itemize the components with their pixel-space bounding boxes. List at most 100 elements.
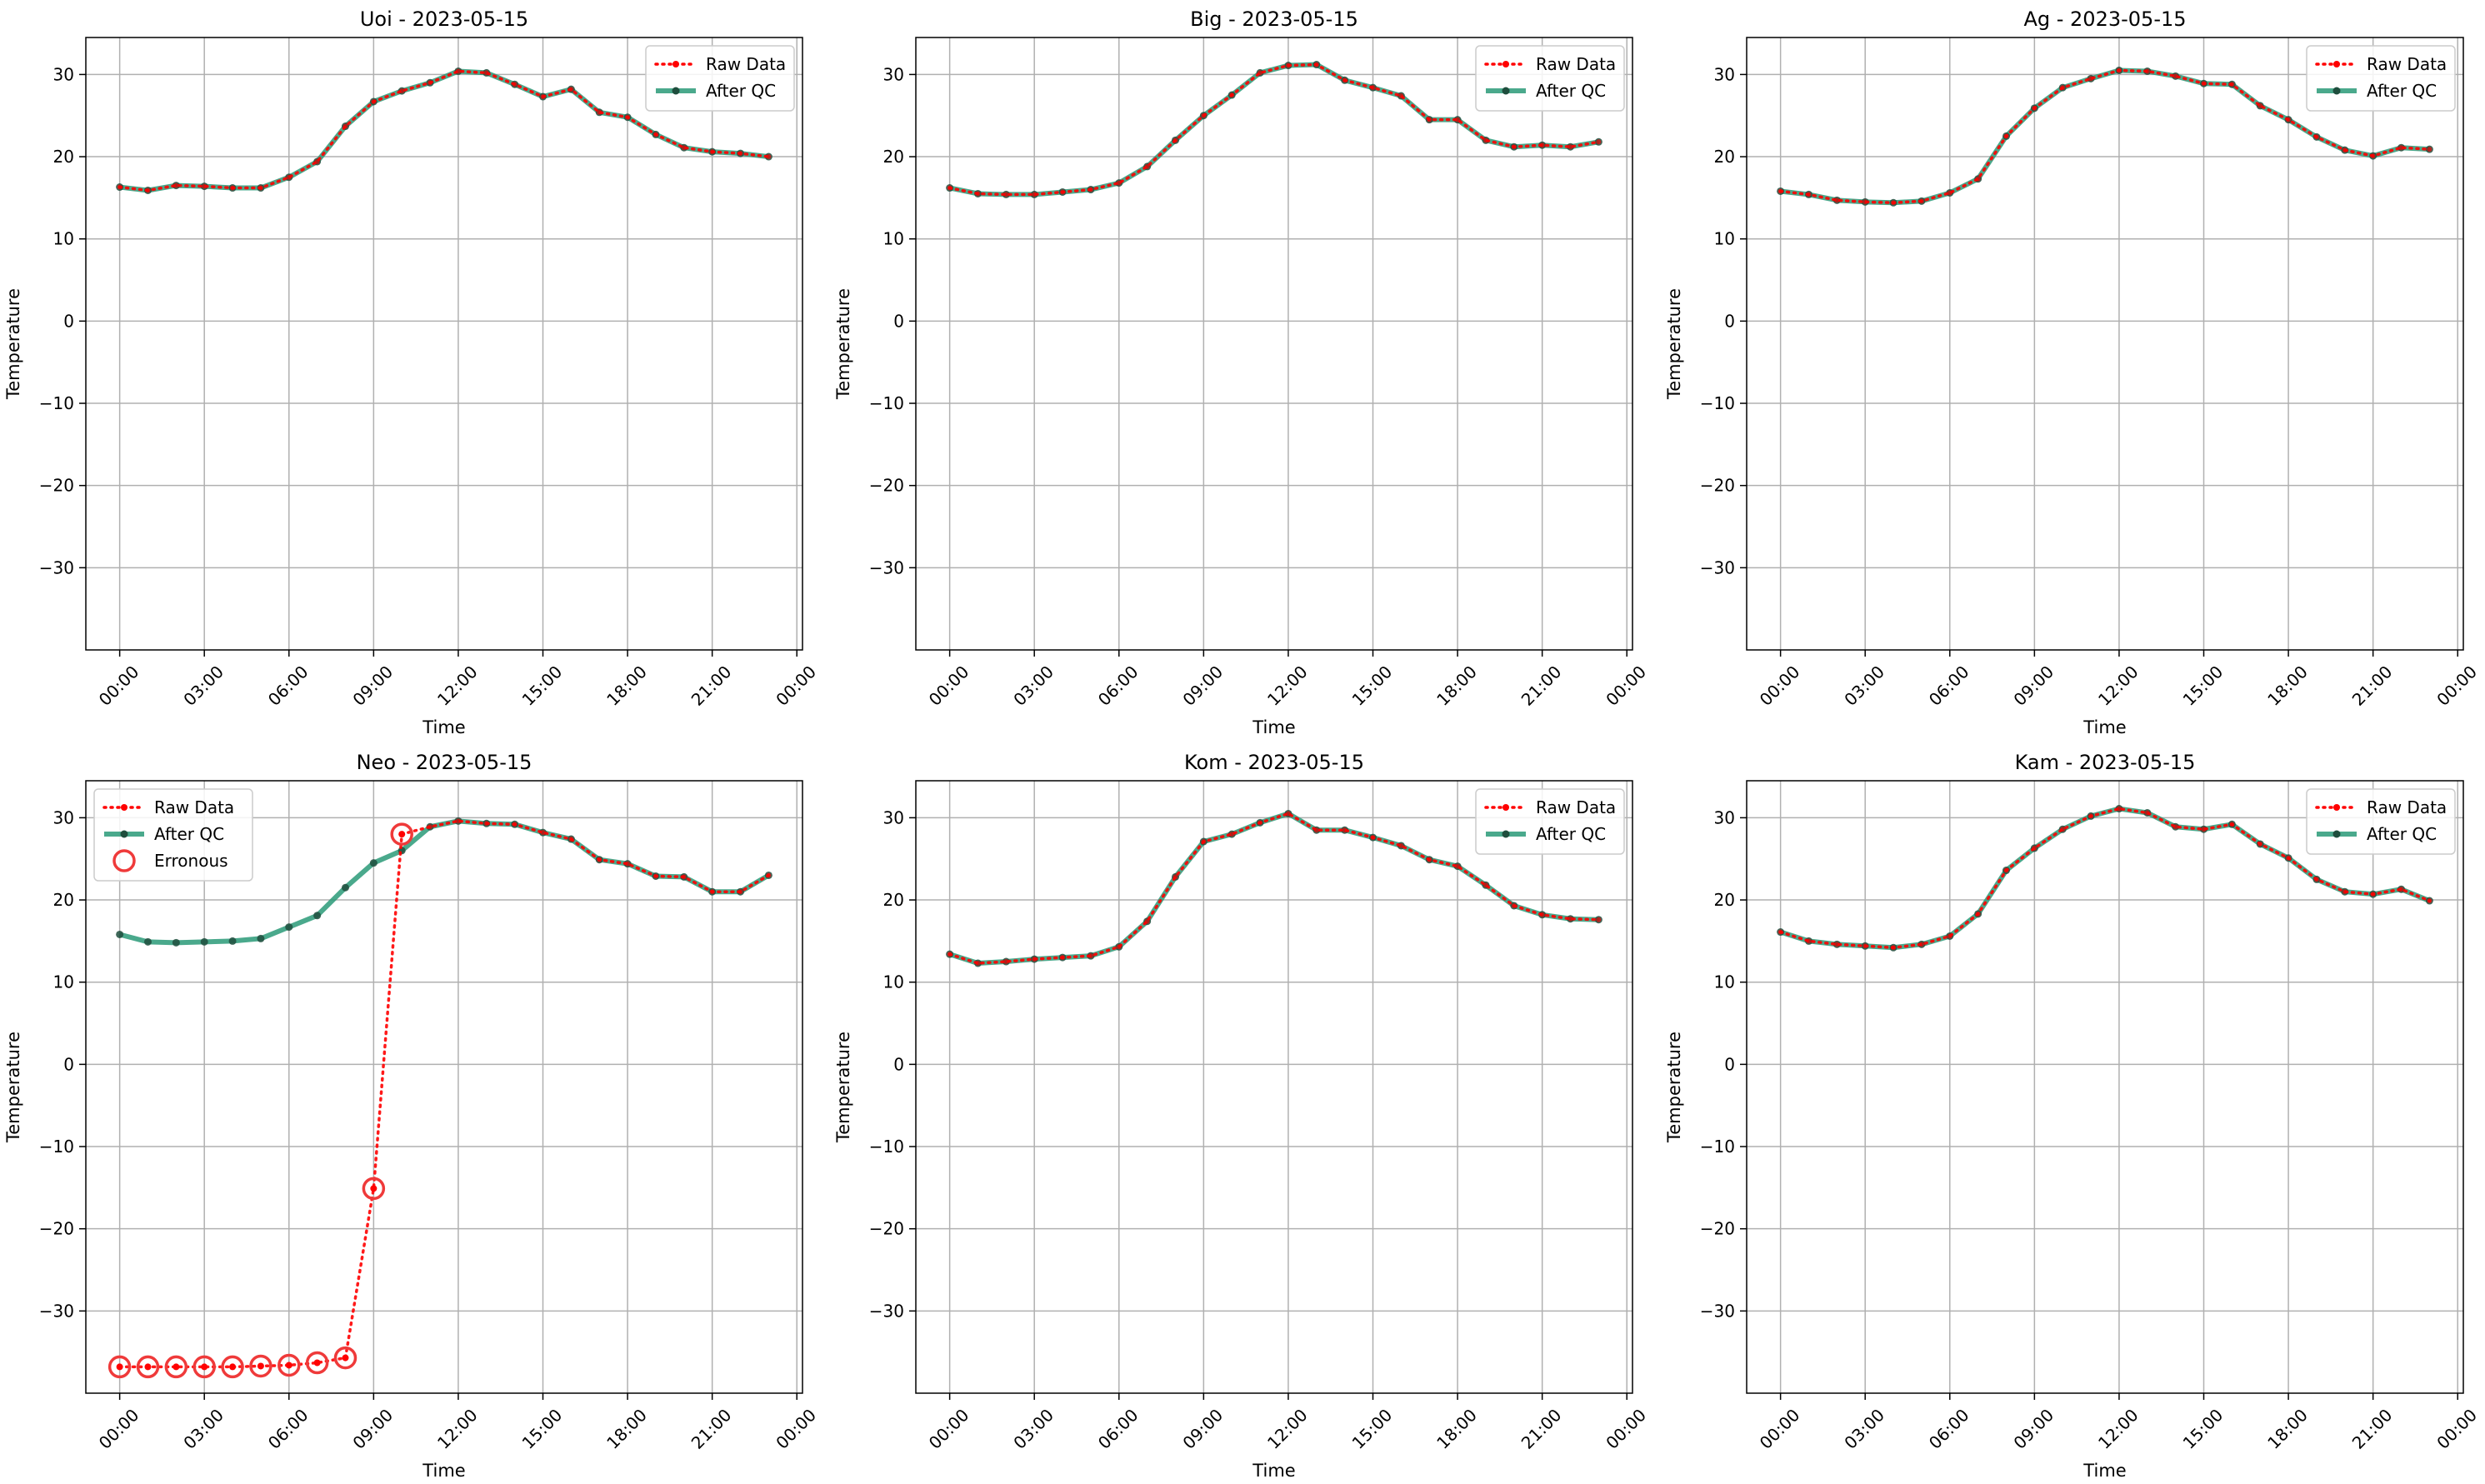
legend-box bbox=[645, 45, 795, 112]
erroneous-point-dot bbox=[285, 1362, 292, 1369]
chart-title: Ag - 2023-05-15 bbox=[2023, 7, 2186, 31]
erroneous-point-dot bbox=[201, 1363, 208, 1371]
raw-data-point bbox=[2003, 867, 2009, 873]
legend-marker-raw-data bbox=[2333, 61, 2340, 67]
raw-data-point bbox=[1806, 192, 1812, 197]
raw-data-point bbox=[947, 185, 952, 191]
y-axis-label: Temperature bbox=[3, 288, 23, 400]
y-tick-label: 30 bbox=[1714, 64, 1735, 84]
x-tick-label: 09:00 bbox=[348, 662, 397, 710]
raw-data-point bbox=[2342, 147, 2348, 153]
raw-data-point bbox=[1313, 62, 1319, 67]
raw-data-point bbox=[483, 70, 489, 76]
y-axis-label: Temperature bbox=[833, 1032, 853, 1143]
raw-data-point bbox=[2313, 877, 2319, 882]
x-tick-label: 00:00 bbox=[925, 1405, 973, 1453]
raw-data-point bbox=[286, 174, 292, 180]
x-tick-label: 06:00 bbox=[1925, 662, 1973, 710]
raw-data-point bbox=[1891, 945, 1897, 951]
x-tick-label: 00:00 bbox=[1756, 1405, 1804, 1453]
x-tick-label: 12:00 bbox=[433, 1405, 482, 1453]
raw-data-point bbox=[1482, 882, 1488, 888]
raw-data-point bbox=[2088, 76, 2094, 82]
plot-frame bbox=[1746, 37, 2464, 651]
after-qc-point bbox=[143, 937, 152, 946]
raw-data-point bbox=[117, 184, 122, 190]
raw-data-point bbox=[1862, 199, 1868, 205]
x-tick-label: 18:00 bbox=[2263, 662, 2312, 710]
series-line-raw-data bbox=[948, 812, 1601, 965]
legend-label: Raw Data bbox=[2367, 54, 2447, 74]
y-tick-label: 10 bbox=[1714, 229, 1735, 249]
x-tick-label: 15:00 bbox=[518, 1405, 567, 1453]
x-tick-label: 00:00 bbox=[772, 662, 820, 710]
raw-data-point bbox=[1370, 835, 1376, 841]
y-grid bbox=[1747, 73, 2463, 569]
y-axis-label: Temperature bbox=[1664, 288, 1684, 400]
raw-data-point bbox=[2370, 153, 2376, 159]
y-grid bbox=[86, 817, 802, 1312]
x-grid bbox=[1779, 781, 2458, 1393]
x-tick-label: 03:00 bbox=[1840, 662, 1888, 710]
legend-box bbox=[2306, 788, 2456, 855]
erroneous-point-dot bbox=[342, 1354, 349, 1362]
erroneous-point-marker bbox=[333, 1346, 358, 1370]
raw-data-point bbox=[1568, 916, 1573, 922]
plot-frame bbox=[915, 37, 1633, 651]
x-tick-label: 00:00 bbox=[1602, 1405, 1650, 1453]
y-axis-label: Temperature bbox=[833, 288, 853, 400]
x-tick-label: 18:00 bbox=[1432, 1405, 1481, 1453]
legend-marker-raw-data bbox=[672, 61, 679, 67]
y-tick-label: 20 bbox=[1714, 890, 1735, 910]
legend-marker-after-qc bbox=[672, 87, 680, 95]
y-tick-label: 30 bbox=[883, 807, 904, 827]
raw-data-point bbox=[1370, 85, 1376, 91]
raw-data-point bbox=[2313, 134, 2319, 140]
y-tick-label: −20 bbox=[39, 1219, 74, 1239]
raw-data-point bbox=[1398, 93, 1404, 99]
y-tick-label: −30 bbox=[1700, 557, 1735, 577]
after-qc-point bbox=[285, 923, 293, 932]
x-tick-label: 00:00 bbox=[95, 662, 143, 710]
raw-data-point bbox=[1172, 874, 1178, 880]
x-tick-label: 15:00 bbox=[1348, 1405, 1397, 1453]
y-tick-label: 0 bbox=[1724, 311, 1735, 331]
erroneous-point-marker bbox=[192, 1355, 216, 1379]
erroneous-point-marker bbox=[362, 1177, 386, 1201]
raw-data-point bbox=[1862, 943, 1868, 949]
raw-data-point bbox=[681, 145, 687, 151]
y-tick-label: 20 bbox=[1714, 147, 1735, 167]
legend: Raw Data After QC bbox=[1475, 45, 1625, 112]
y-tick-label: 0 bbox=[63, 1054, 74, 1074]
x-tick-label: 03:00 bbox=[1009, 1405, 1058, 1453]
chart-panel-6: 00:00 03:00 06:00 09:00 12:00 15:00 18:00 21:00… bbox=[1664, 751, 2481, 1481]
raw-data-point bbox=[428, 80, 433, 86]
y-tick-label: 10 bbox=[1714, 972, 1735, 992]
x-tick-label: 09:00 bbox=[1178, 1405, 1227, 1453]
x-tick-label: 12:00 bbox=[1263, 1405, 1312, 1453]
x-axis-label: Time bbox=[422, 717, 465, 737]
raw-data-point bbox=[1229, 92, 1235, 98]
x-tick-label: 06:00 bbox=[1094, 662, 1142, 710]
raw-data-point bbox=[2398, 145, 2404, 151]
raw-data-point bbox=[371, 98, 377, 104]
raw-data-point bbox=[1258, 820, 1263, 826]
raw-data-point bbox=[2172, 73, 2178, 79]
raw-data-point bbox=[1482, 137, 1488, 143]
chart-title: Kom - 2023-05-15 bbox=[1184, 751, 1364, 774]
raw-data-point bbox=[652, 873, 658, 879]
erroneous-point-dot bbox=[370, 1185, 378, 1192]
x-tick-label: 00:00 bbox=[2432, 1405, 2481, 1453]
y-tick-label: 10 bbox=[883, 972, 904, 992]
x-tick-label: 06:00 bbox=[264, 662, 312, 710]
legend: Raw Data After QC bbox=[2306, 45, 2456, 112]
legend-label: After QC bbox=[1536, 81, 1606, 101]
legend-box bbox=[2306, 45, 2456, 112]
raw-data-point bbox=[1975, 176, 1981, 182]
raw-data-point bbox=[2201, 827, 2207, 832]
y-tick-label: 20 bbox=[53, 890, 74, 910]
x-grid bbox=[948, 781, 1628, 1393]
erroneous-point-marker bbox=[136, 1355, 160, 1379]
plot-frame bbox=[915, 780, 1633, 1394]
raw-data-point bbox=[1455, 117, 1461, 122]
